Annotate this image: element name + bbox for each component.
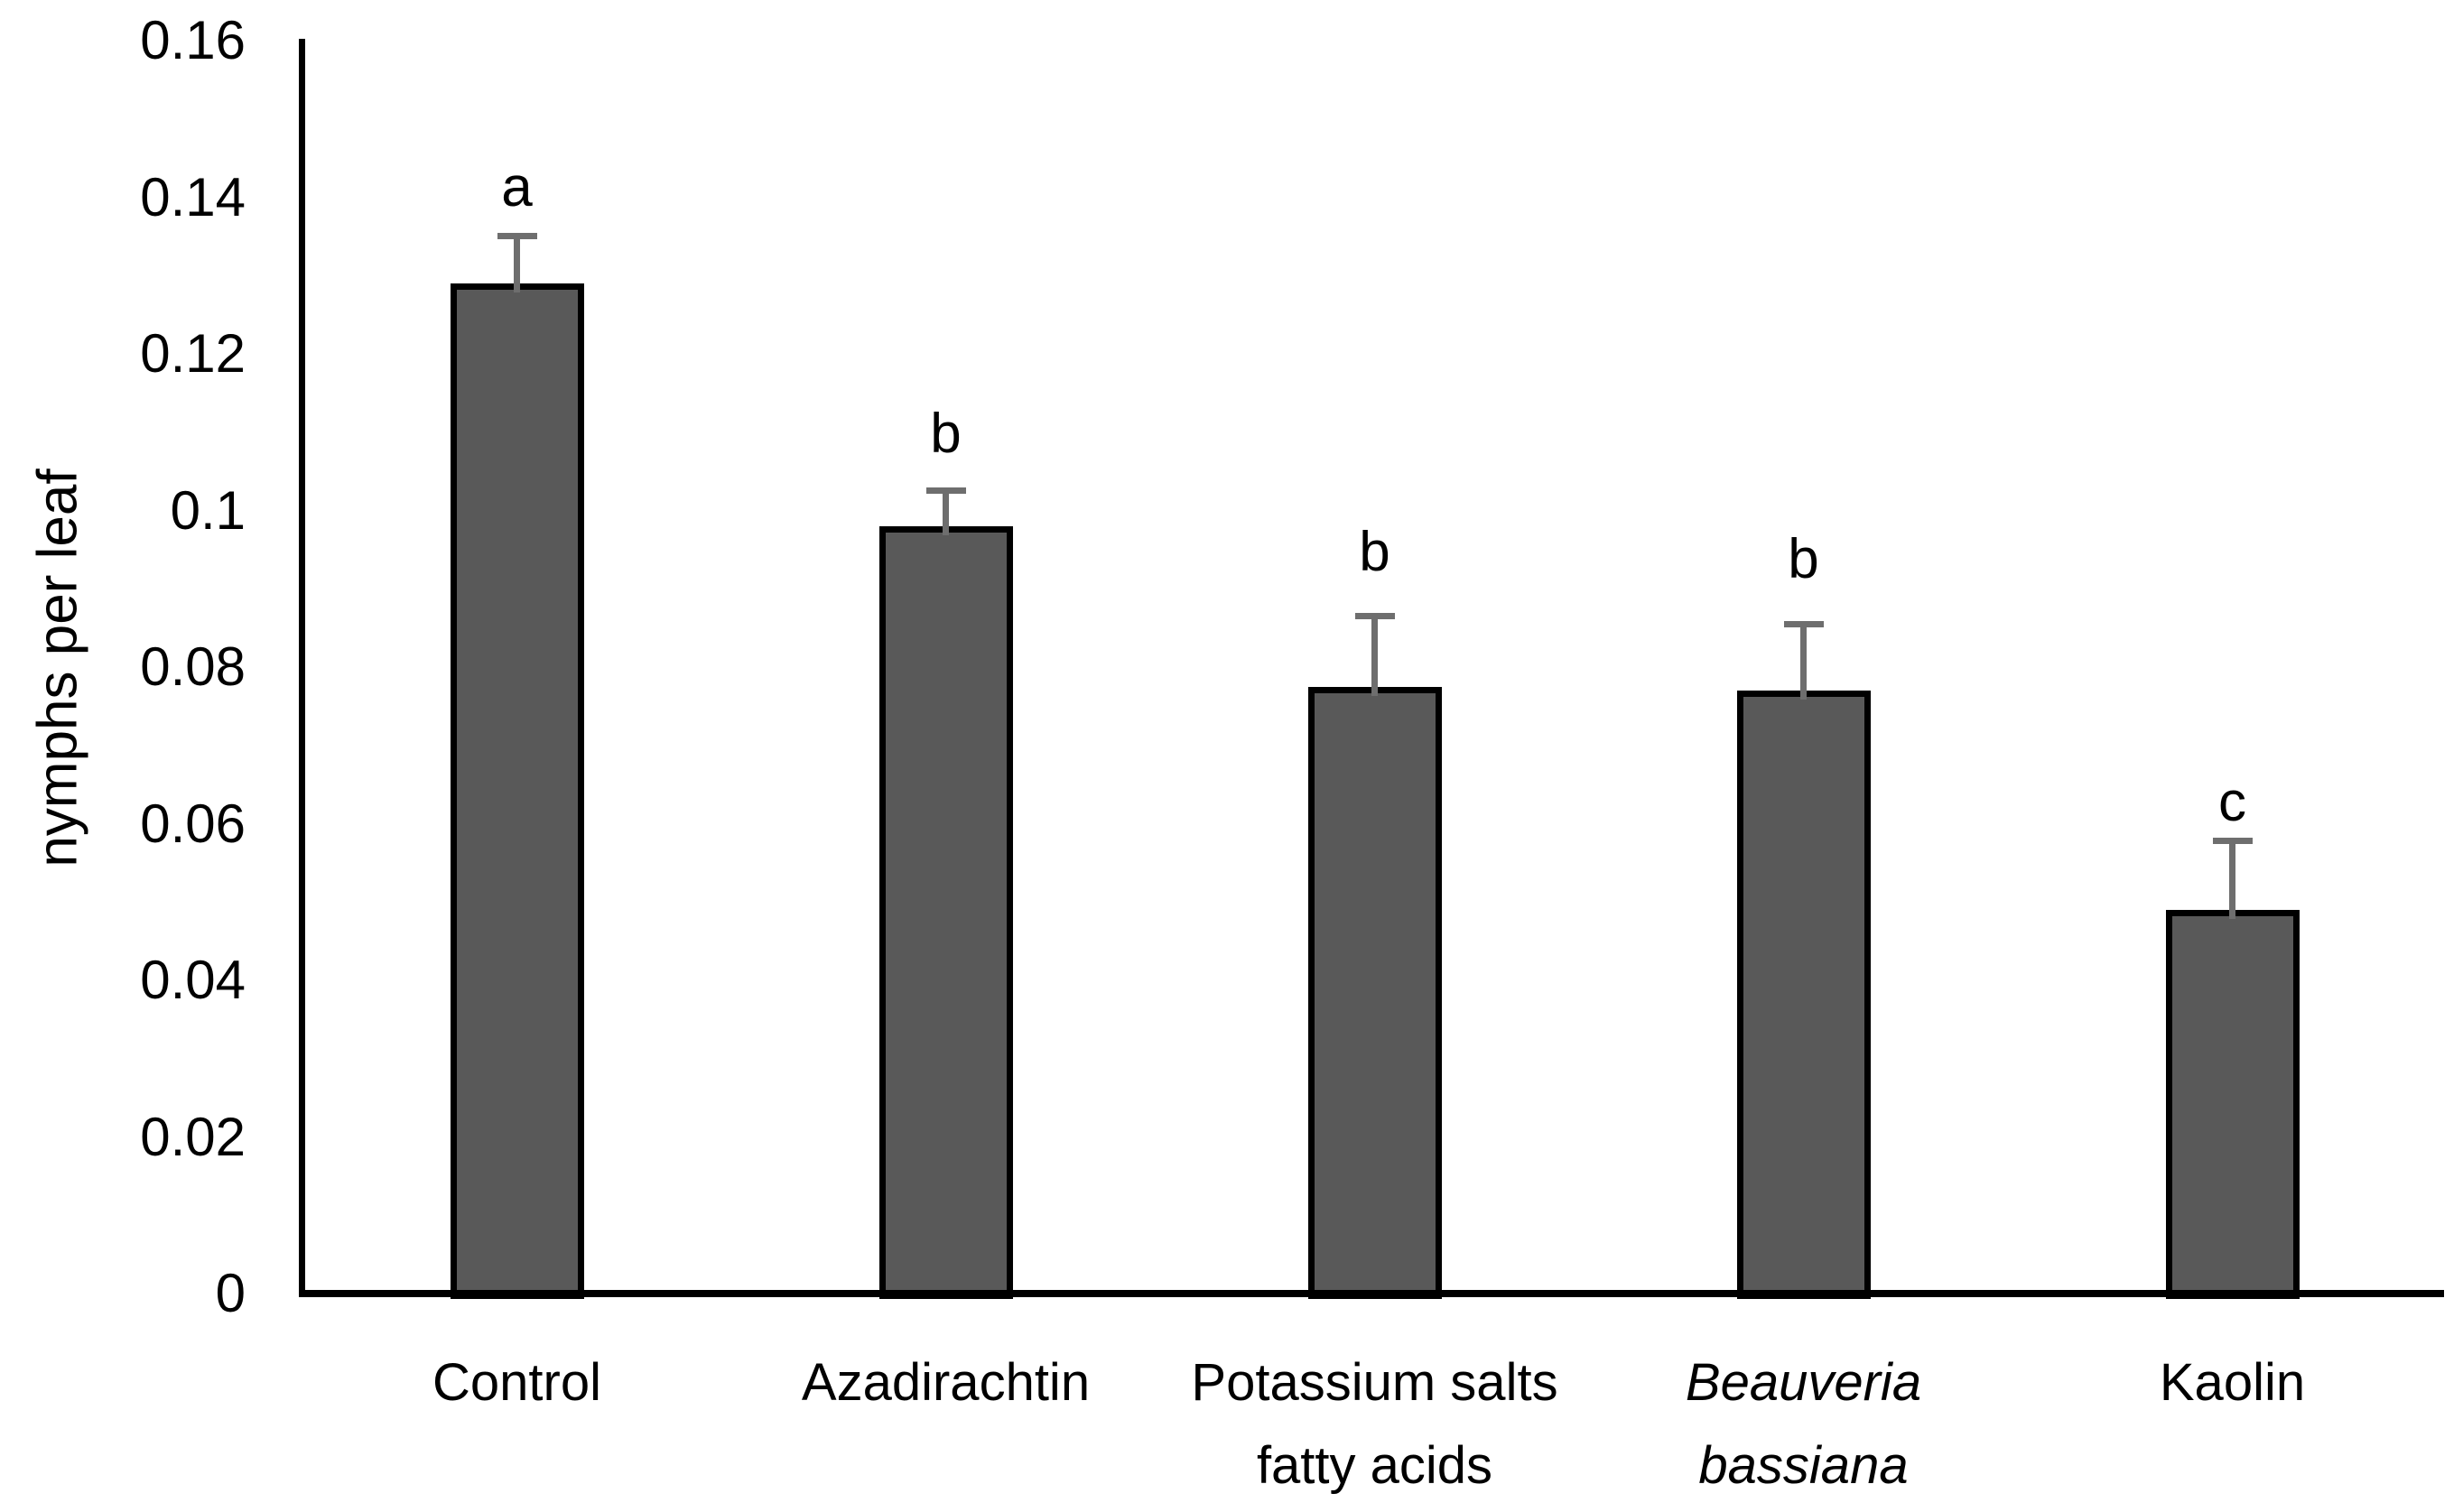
x-axis-line xyxy=(299,1290,2444,1297)
y-tick-label: 0.02 xyxy=(140,1106,246,1167)
bar xyxy=(450,283,584,1299)
y-axis-line xyxy=(299,39,305,1297)
x-category-label: Control xyxy=(302,1341,731,1424)
significance-letter: b xyxy=(930,403,962,466)
error-bar-line xyxy=(2229,840,2235,919)
error-bar-cap xyxy=(925,487,966,495)
significance-letter: c xyxy=(2218,771,2246,834)
y-tick-label: 0.16 xyxy=(140,10,246,70)
bar xyxy=(2165,909,2300,1299)
error-bar-cap xyxy=(497,233,537,240)
error-bar-cap xyxy=(2212,838,2253,845)
error-bar-cap xyxy=(1783,620,1824,627)
y-tick-label: 0.1 xyxy=(170,479,246,541)
x-category-label: Potassium salts fatty acids xyxy=(1160,1341,1589,1507)
error-bar-line xyxy=(1800,624,1807,700)
x-category-label-line: fatty acids xyxy=(1256,1436,1493,1495)
x-category-label-line: bassiana xyxy=(1698,1436,1909,1495)
x-category-label-line: Kaolin xyxy=(2159,1353,2306,1412)
significance-letter: b xyxy=(1359,520,1390,583)
significance-letter: b xyxy=(1788,528,1819,591)
x-category-label: Azadirachtin xyxy=(731,1341,1160,1424)
significance-letter: a xyxy=(501,156,533,219)
x-category-label-line: Azadirachtin xyxy=(801,1353,1091,1412)
y-tick-label: 0 xyxy=(215,1263,246,1323)
y-tick-label: 0.06 xyxy=(140,793,246,854)
y-tick-label: 0.12 xyxy=(140,323,246,384)
x-category-label-line: Beauveria xyxy=(1685,1353,1922,1412)
x-category-label-line: Potassium salts xyxy=(1191,1353,1558,1412)
error-bar-cap xyxy=(1354,613,1395,620)
bar xyxy=(1307,686,1442,1299)
bar xyxy=(878,525,1013,1299)
error-bar-line xyxy=(514,236,520,292)
x-category-label: Beauveria bassiana xyxy=(1589,1341,2018,1507)
y-tick-label: 0.04 xyxy=(140,950,246,1010)
x-category-label: Kaolin xyxy=(2018,1341,2447,1424)
bar xyxy=(1736,691,1871,1299)
error-bar-line xyxy=(1371,616,1378,696)
x-category-label-line: Control xyxy=(432,1353,601,1412)
error-bar-line xyxy=(943,490,949,535)
y-tick-label: 0.08 xyxy=(140,636,246,697)
y-tick-label: 0.14 xyxy=(140,166,246,227)
